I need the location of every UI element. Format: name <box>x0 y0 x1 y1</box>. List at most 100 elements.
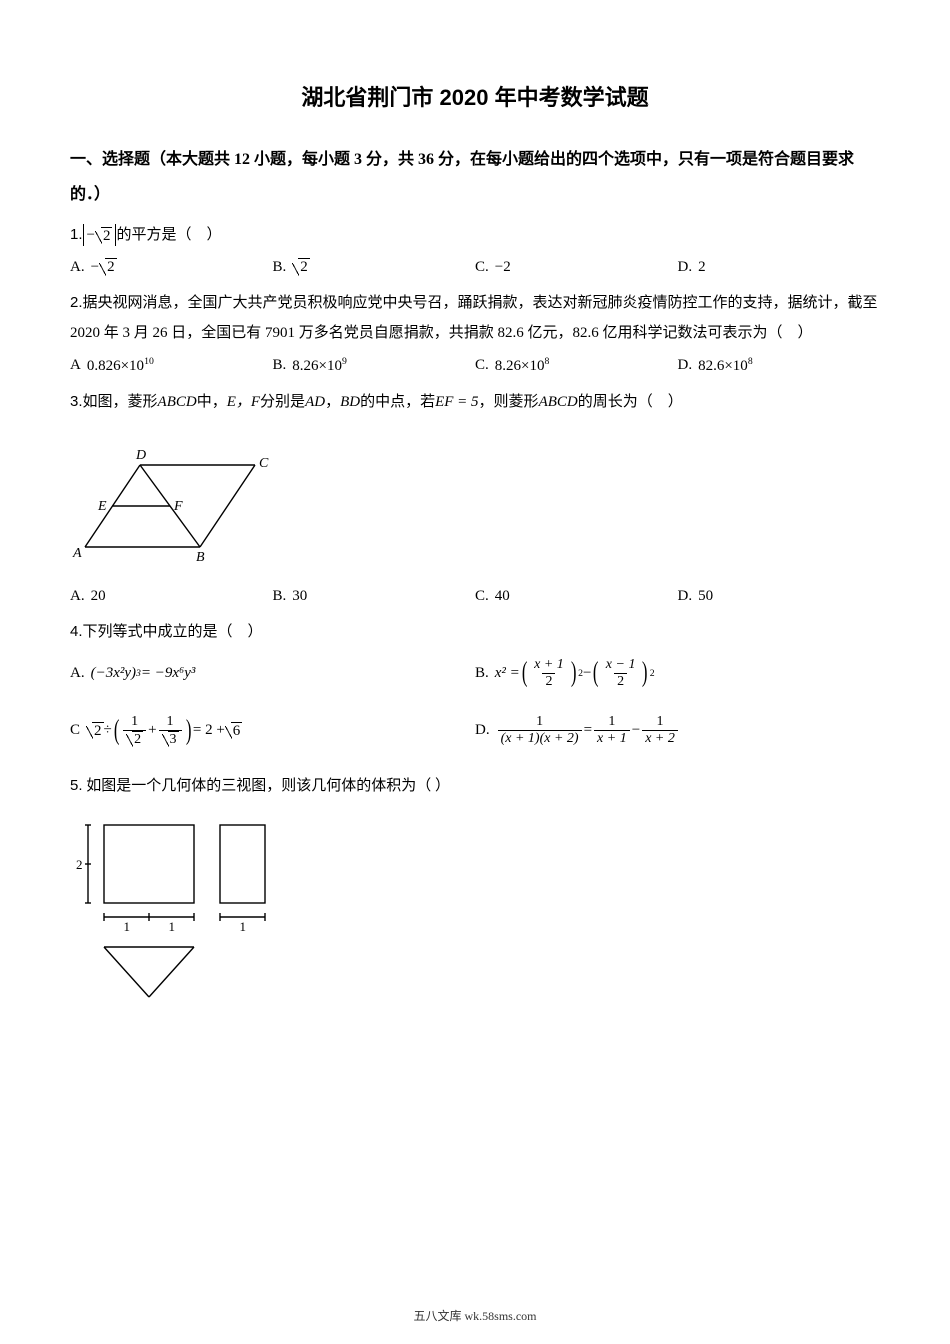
num: 1 <box>128 714 141 730</box>
q3-ef-names: E，F <box>227 387 260 417</box>
q1-number: 1. <box>70 220 83 250</box>
q2-number: 2. <box>70 294 83 311</box>
den: x + 2 <box>642 730 678 747</box>
q5-text: 如图是一个几何体的三视图，则该几何体的体积为（ ） <box>83 778 451 794</box>
sq: 2 <box>650 668 655 679</box>
q4a-lhs: (−3x²y) <box>91 665 136 682</box>
exam-title: 湖北省荆门市 2020 年中考数学试题 <box>70 80 880 112</box>
option-letter: C. <box>475 259 489 276</box>
option-letter: B. <box>273 588 287 605</box>
question-2: 2.据央视网消息，全国广大共产党员积极响应党中央号召，踊跃捐款，表达对新冠肺炎疫… <box>70 288 880 348</box>
q1-option-d: D. 2 <box>678 258 881 276</box>
q2-option-a: A 0.826×1010 <box>70 356 273 375</box>
option-letter: A. <box>70 588 85 605</box>
option-letter: B. <box>475 665 489 682</box>
q4-options: A. (−3x²y)3 = −9x⁶y³ B. x² = ( x + 12 )2… <box>70 657 880 771</box>
option-letter: C <box>70 722 80 739</box>
q4-option-a: A. (−3x²y)3 = −9x⁶y³ <box>70 657 475 690</box>
q3-option-b: B. 30 <box>273 588 476 605</box>
q2-options: A 0.826×1010 B. 8.26×109 C. 8.26×108 D. … <box>70 356 880 375</box>
q4d-frac1: 1(x + 1)(x + 2) <box>498 714 582 747</box>
q4c-frac2: 13 <box>159 714 182 747</box>
page-footer: 五八文库 wk.58sms.com <box>0 1307 950 1324</box>
q3-option-d: D. 50 <box>678 588 881 605</box>
svg-text:B: B <box>196 550 205 565</box>
exp-val: 9 <box>342 356 347 367</box>
base-val: 8.26×10 <box>495 358 545 374</box>
div: ÷ <box>104 722 112 739</box>
q4b-lhs: x² = <box>495 665 520 682</box>
radicand: 6 <box>231 722 243 740</box>
q3-ad: AD <box>305 387 325 417</box>
option-value: 2 <box>698 259 706 276</box>
option-value: −2 <box>495 259 511 276</box>
option-value: 50 <box>698 588 713 605</box>
q3-abcd2: ABCD <box>539 387 578 417</box>
num: x − 1 <box>603 657 639 673</box>
num: 1 <box>164 714 177 730</box>
q4c-rhs: = 2 + <box>193 722 225 739</box>
den: 2 <box>542 673 555 690</box>
q3-p3: 分别是 <box>260 387 305 417</box>
q1-abs-expr: − 2 <box>83 224 117 246</box>
svg-text:A: A <box>72 546 82 561</box>
sci-base: 8.26×109 <box>292 356 347 375</box>
sqrt-icon: 6 <box>225 722 243 740</box>
q3-bd: BD <box>340 387 360 417</box>
base-val: 8.26×10 <box>292 358 342 374</box>
q3-p2: 中， <box>197 387 227 417</box>
lparen-icon: ( <box>114 717 120 745</box>
q1-tail: 的平方是（ ） <box>116 220 221 250</box>
plus: + <box>148 722 156 739</box>
den: 2 <box>123 730 146 747</box>
q3-p5: 的中点，若 <box>360 387 435 417</box>
q3-option-c: C.40 <box>475 588 678 605</box>
sci-base: 0.826×1010 <box>87 356 154 375</box>
num: 1 <box>605 714 618 730</box>
q4b-frac1: x + 12 <box>531 657 567 690</box>
q2-option-c: C. 8.26×108 <box>475 356 678 375</box>
radicand: 2 <box>132 731 143 747</box>
option-letter: D. <box>678 357 693 374</box>
q2-text: 据央视网消息，全国广大共产党员积极响应党中央号召，踊跃捐款，表达对新冠肺炎疫情防… <box>70 295 878 341</box>
sci-base: 8.26×108 <box>495 356 550 375</box>
minus: − <box>632 722 640 739</box>
radicand: 2 <box>298 258 310 276</box>
radicand: 3 <box>168 731 179 747</box>
svg-text:F: F <box>173 499 183 514</box>
q1-neg: − <box>87 220 95 250</box>
sqrt-icon: 3 <box>162 731 179 747</box>
q2-option-b: B. 8.26×109 <box>273 356 476 375</box>
option-letter: D. <box>678 259 693 276</box>
q1-radicand: 2 <box>101 227 113 245</box>
q4b-frac2: x − 12 <box>603 657 639 690</box>
q4-option-d: D. 1(x + 1)(x + 2) = 1x + 1 − 1x + 2 <box>475 714 880 747</box>
option-letter: D. <box>678 588 693 605</box>
num: x + 1 <box>531 657 567 673</box>
minus: − <box>583 665 591 682</box>
rparen-icon: ) <box>185 717 191 745</box>
option-letter: A <box>70 357 81 374</box>
question-5: 5. 如图是一个几何体的三视图，则该几何体的体积为（ ） <box>70 771 880 801</box>
den: (x + 1)(x + 2) <box>498 730 582 747</box>
svg-text:2: 2 <box>76 857 83 872</box>
q3-options: A.20 B.30 C.40 D.50 <box>70 588 880 605</box>
eq: = <box>584 722 592 739</box>
q2-option-d: D. 82.6×108 <box>678 356 881 375</box>
q4c-frac1: 12 <box>123 714 146 747</box>
sqrt-icon: 2 <box>126 731 143 747</box>
radicand: 2 <box>105 258 117 276</box>
den: x + 1 <box>594 730 630 747</box>
q4d-frac2: 1x + 1 <box>594 714 630 747</box>
opt-neg: − <box>91 259 99 276</box>
q3-p6: ，则菱形 <box>479 387 539 417</box>
option-value: 30 <box>292 588 307 605</box>
radicand: 2 <box>92 722 104 740</box>
q3-p1: 如图，菱形 <box>83 387 158 417</box>
q4-number: 4. <box>70 623 83 640</box>
option-letter: B. <box>273 357 287 374</box>
sci-base: 82.6×108 <box>698 356 753 375</box>
option-letter: A. <box>70 665 85 682</box>
sqrt-icon: 2 <box>99 258 117 276</box>
option-letter: B. <box>273 259 287 276</box>
